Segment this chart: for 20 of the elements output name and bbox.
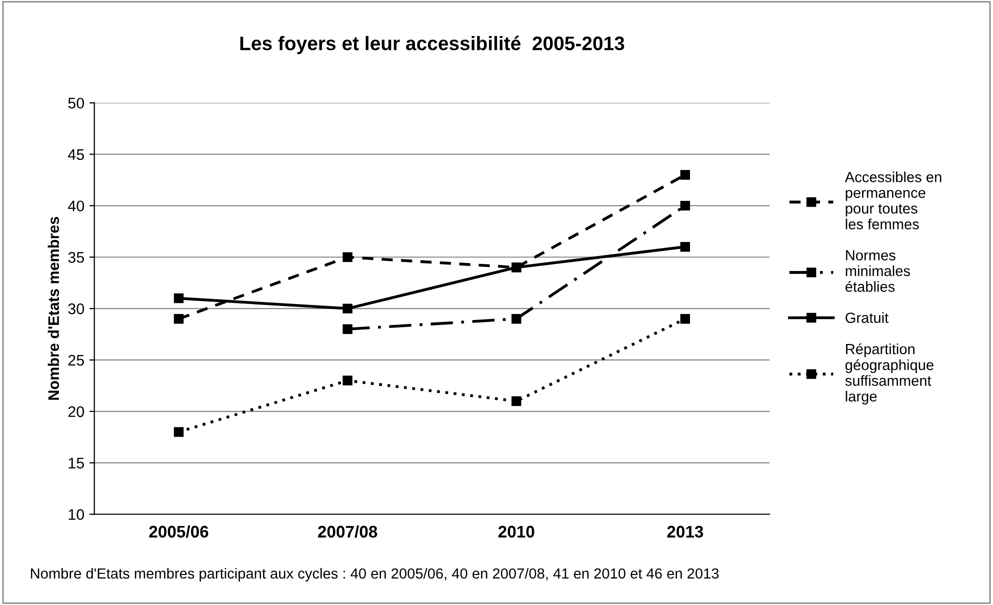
legend-label: Accessibles en permanence pour toutes les femmes: [844, 172, 942, 230]
y-tick-label: 50: [68, 98, 84, 109]
x-tick-label: 2005/06: [149, 525, 208, 538]
y-tick-label: 15: [68, 458, 84, 469]
x-tick-label: 2013: [667, 526, 704, 538]
y-tick-label: 25: [68, 354, 84, 366]
legend-label: Répartition géographique suffisamment large: [845, 343, 934, 404]
x-tick-label: 2007/08: [318, 525, 378, 538]
y-tick-label: 35: [68, 252, 84, 263]
legend-label: Normes minimales établies: [845, 250, 910, 292]
x-tick-label: 2010: [498, 526, 534, 538]
y-tick-label: 30: [68, 303, 84, 314]
y-axis-title: Nombre d'Etats membres: [48, 216, 60, 400]
legend-label: Gratuit: [846, 312, 889, 323]
chart-title: Les foyers et leur accessibilité 2005-2013: [240, 36, 624, 54]
y-tick-label: 20: [68, 406, 84, 418]
y-tick-label: 40: [68, 200, 84, 212]
y-tick-label: 10: [68, 509, 84, 520]
y-tick-label: 45: [68, 149, 84, 160]
text: Nombre d'Etats membres participant aux cycles : 40 en 2005/06, 40 en 2007/08, 41 en 2010 et 46 en 2013: [30, 568, 719, 582]
